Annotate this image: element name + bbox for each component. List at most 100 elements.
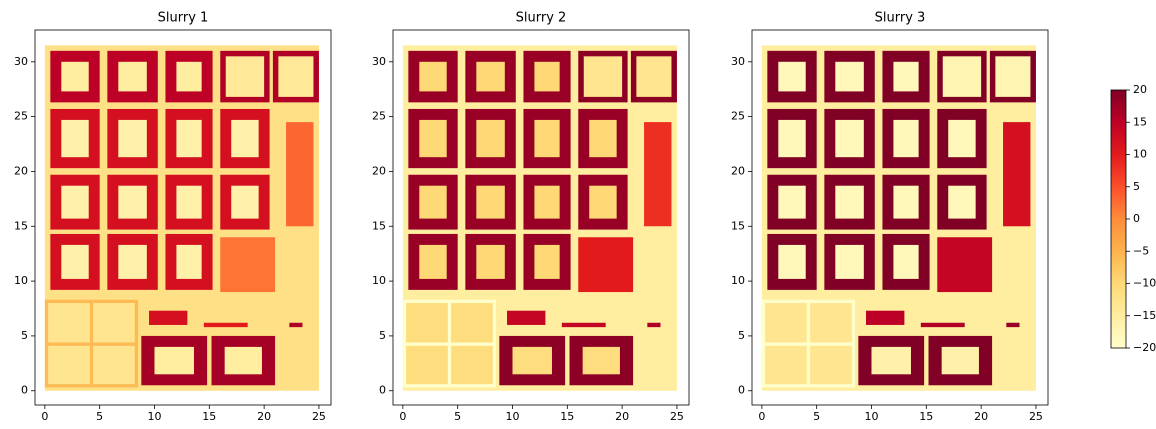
heat-cell: [61, 185, 89, 219]
heat-cell: [512, 346, 552, 375]
heat-cell: [810, 345, 852, 385]
heat-cell: [1003, 122, 1031, 227]
y-tick-label: 25: [731, 110, 745, 123]
heat-cell: [231, 185, 259, 219]
y-tick-label: 15: [14, 219, 28, 232]
y-tick-label: 5: [379, 329, 386, 342]
colorbar-tick-label: 5: [1133, 180, 1140, 193]
heat-cell: [636, 56, 672, 97]
heat-cell: [778, 244, 806, 279]
heat-cell: [937, 237, 993, 293]
heat-cell: [647, 322, 661, 328]
chart-title: Slurry 1: [158, 11, 209, 26]
x-tick-label: 10: [864, 410, 878, 423]
heat-cell: [866, 310, 905, 325]
heat-cell: [419, 244, 447, 279]
y-tick-label: 0: [21, 384, 28, 397]
x-tick-label: 15: [560, 410, 574, 423]
heatmap: [402, 45, 677, 391]
x-tick-label: 0: [399, 410, 406, 423]
axes-frame: [392, 29, 690, 406]
heat-cell: [589, 185, 617, 219]
heatmap: [44, 45, 319, 391]
colorbar-tick-label: 10: [1133, 148, 1147, 161]
colorbar-tick-label: 20: [1133, 83, 1147, 96]
x-tick-label: 15: [202, 410, 216, 423]
heat-cell: [534, 244, 560, 279]
heat-cell: [578, 237, 634, 293]
heat-cell: [893, 61, 919, 92]
x-tick-label: 25: [312, 410, 326, 423]
chart-title: Slurry 2: [516, 11, 567, 26]
x-tick-label: 5: [813, 410, 820, 423]
heat-cell: [118, 119, 147, 158]
x-tick-label: 25: [670, 410, 684, 423]
x-tick-label: 20: [257, 410, 271, 423]
heat-cell: [534, 61, 560, 92]
heat-cell: [93, 303, 135, 343]
heat-cell: [765, 345, 807, 385]
y-tick-label: 5: [738, 329, 745, 342]
colorbar-tick-label: −20: [1133, 341, 1156, 354]
heat-cell: [406, 345, 448, 385]
x-tick-label: 5: [96, 410, 103, 423]
heat-cell: [534, 185, 560, 219]
heat-cell: [118, 244, 147, 279]
x-tick-label: 0: [41, 410, 48, 423]
heat-cell: [893, 244, 919, 279]
heat-cell: [920, 322, 965, 328]
heat-cell: [1006, 322, 1020, 328]
y-tick-label: 0: [738, 384, 745, 397]
heat-cell: [507, 310, 546, 325]
heat-cell: [220, 237, 276, 293]
heat-cell: [61, 61, 89, 92]
heat-cell: [948, 185, 976, 219]
colorbar: [1110, 89, 1127, 349]
heat-cell: [289, 322, 303, 328]
heat-cell: [203, 322, 248, 328]
heat-cell: [118, 61, 147, 92]
heat-cell: [406, 303, 448, 343]
heat-cell: [561, 322, 606, 328]
x-tick-label: 0: [758, 410, 765, 423]
colorbar-tick-label: 0: [1133, 212, 1140, 225]
heat-cell: [176, 119, 202, 158]
y-tick-label: 30: [14, 55, 28, 68]
heat-cell: [644, 122, 672, 227]
x-tick-label: 20: [974, 410, 988, 423]
x-tick-label: 5: [454, 410, 461, 423]
heat-cell: [61, 119, 89, 158]
heat-cell: [419, 61, 447, 92]
heat-cell: [948, 119, 976, 158]
x-tick-label: 20: [615, 410, 629, 423]
heat-cell: [451, 303, 493, 343]
heat-cell: [225, 56, 265, 97]
heat-cell: [118, 185, 147, 219]
heat-cell: [286, 122, 314, 227]
y-tick-label: 30: [731, 55, 745, 68]
heat-cell: [941, 346, 979, 375]
heat-cell: [176, 185, 202, 219]
chart-title: Slurry 3: [875, 11, 926, 26]
heat-cell: [583, 56, 623, 97]
axes-frame: [34, 29, 332, 406]
heat-cell: [778, 185, 806, 219]
y-tick-label: 0: [379, 384, 386, 397]
heat-cell: [176, 244, 202, 279]
heat-cell: [476, 244, 505, 279]
heat-cell: [278, 56, 314, 97]
y-tick-label: 10: [372, 274, 386, 287]
heat-cell: [778, 119, 806, 158]
heat-cell: [61, 244, 89, 279]
x-tick-label: 15: [919, 410, 933, 423]
heat-cell: [810, 303, 852, 343]
heat-cell: [224, 346, 262, 375]
heat-cell: [476, 119, 505, 158]
axes-frame: [751, 29, 1049, 406]
heat-cell: [534, 119, 560, 158]
y-tick-label: 10: [731, 274, 745, 287]
y-tick-label: 15: [731, 219, 745, 232]
heat-cell: [893, 185, 919, 219]
heat-cell: [154, 346, 194, 375]
